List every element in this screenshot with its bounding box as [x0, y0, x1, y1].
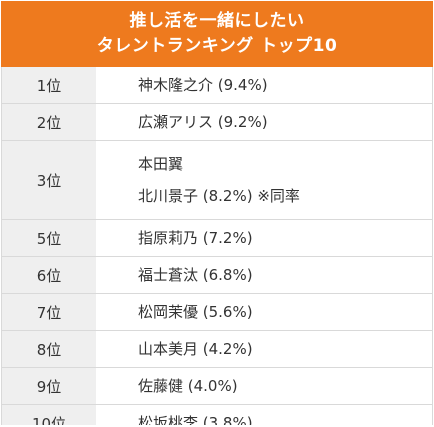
rank-cell: 2位 [2, 104, 96, 140]
talent-name: 広瀬アリス (9.2%) [138, 113, 268, 131]
rank-cell: 9位 [2, 368, 96, 404]
table-row: 3位 本田翼 北川景子 (8.2%) ※同率 [2, 141, 432, 220]
name-cell: 佐藤健 (4.0%) [96, 368, 432, 404]
name-cell: 福士蒼汰 (6.8%) [96, 257, 432, 293]
talent-name: 佐藤健 (4.0%) [138, 377, 238, 395]
table-row: 5位 指原莉乃 (7.2%) [2, 220, 432, 257]
name-cell: 神木隆之介 (9.4%) [96, 67, 432, 103]
talent-name: 福士蒼汰 (6.8%) [138, 266, 253, 284]
name-cell: 指原莉乃 (7.2%) [96, 220, 432, 256]
name-cell: 本田翼 北川景子 (8.2%) ※同率 [96, 141, 432, 219]
table-header: 推し活を一緒にしたい タレントランキング トップ10 [1, 1, 433, 67]
table-row: 7位 松岡茉優 (5.6%) [2, 294, 432, 331]
rank-cell: 10位 [2, 405, 96, 425]
talent-name: 指原莉乃 (7.2%) [138, 229, 253, 247]
name-cell: 松岡茉優 (5.6%) [96, 294, 432, 330]
table-title-line-2: タレントランキング トップ10 [96, 36, 338, 56]
talent-name: 松岡茉優 (5.6%) [138, 303, 253, 321]
rank-cell: 5位 [2, 220, 96, 256]
table-title-line-1: 推し活を一緒にしたい [129, 11, 305, 31]
table-row: 8位 山本美月 (4.2%) [2, 331, 432, 368]
table-row: 10位 松坂桃李 (3.8%) [2, 405, 432, 425]
talent-name: 北川景子 (8.2%) ※同率 [138, 187, 300, 205]
talent-name: 松坂桃李 (3.8%) [138, 414, 253, 425]
rank-cell: 8位 [2, 331, 96, 367]
talent-name: 神木隆之介 (9.4%) [138, 76, 268, 94]
name-cell: 松坂桃李 (3.8%) [96, 405, 432, 425]
table-row: 9位 佐藤健 (4.0%) [2, 368, 432, 405]
rank-cell: 1位 [2, 67, 96, 103]
rank-cell: 3位 [2, 141, 96, 219]
table-row: 2位 広瀬アリス (9.2%) [2, 104, 432, 141]
table-row: 1位 神木隆之介 (9.4%) [2, 67, 432, 104]
table-row: 6位 福士蒼汰 (6.8%) [2, 257, 432, 294]
name-cell: 山本美月 (4.2%) [96, 331, 432, 367]
rank-cell: 6位 [2, 257, 96, 293]
talent-name: 本田翼 [138, 155, 184, 173]
talent-name: 山本美月 (4.2%) [138, 340, 253, 358]
rank-cell: 7位 [2, 294, 96, 330]
name-cell: 広瀬アリス (9.2%) [96, 104, 432, 140]
ranking-rows: 1位 神木隆之介 (9.4%) 2位 広瀬アリス (9.2%) 3位 本田翼 北… [1, 67, 433, 425]
